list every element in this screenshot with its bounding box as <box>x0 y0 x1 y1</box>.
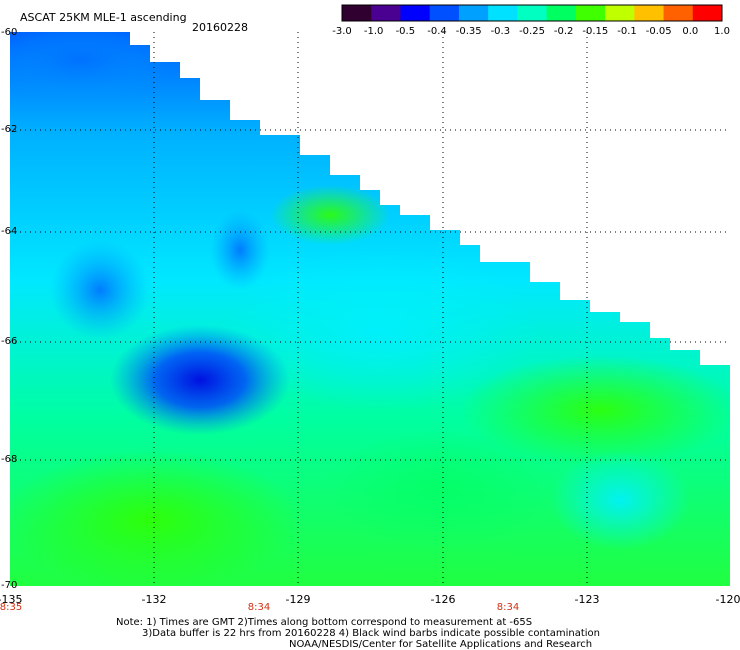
colorbar-tick-label: -3.0 <box>332 26 352 37</box>
y-tick: -68 <box>1 454 18 465</box>
colorbar-swatch <box>400 5 431 21</box>
colorbar <box>341 4 723 22</box>
time-label: 8:34 <box>247 602 271 613</box>
x-tick: -132 <box>141 593 167 606</box>
colorbar-swatch <box>575 5 606 21</box>
x-tick: -123 <box>574 593 600 606</box>
colorbar-tick-label: -0.25 <box>519 26 545 37</box>
footnote-line-2: 3)Data buffer is 22 hrs from 20160228 4)… <box>142 628 600 639</box>
x-tick: -129 <box>285 593 311 606</box>
colorbar-tick-label: -0.2 <box>553 26 574 37</box>
colorbar-swatch <box>692 5 723 21</box>
footnote-line-1: Note: 1) Times are GMT 2)Times along bot… <box>116 617 533 628</box>
colorbar-swatch <box>634 5 665 21</box>
colorbar-tick-label: -0.5 <box>395 26 416 37</box>
colorbar-swatch <box>488 5 518 21</box>
colorbar-swatch <box>371 5 401 21</box>
time-label: 8:34 <box>496 602 520 613</box>
colorbar-swatch <box>458 5 489 21</box>
y-tick: -60 <box>1 27 18 38</box>
y-tick: -70 <box>1 580 18 591</box>
x-tick: -126 <box>430 593 456 606</box>
y-tick: -62 <box>1 124 18 135</box>
footnote-line-3: NOAA/NESDIS/Center for Satellite Applica… <box>289 639 593 650</box>
colorbar-tick-label: 1.0 <box>714 26 730 37</box>
colorbar-swatch <box>663 5 694 21</box>
colorbar-swatch <box>605 5 635 21</box>
map-title: ASCAT 25KM MLE-1 ascending <box>20 11 187 24</box>
colorbar-swatch <box>342 5 372 21</box>
map-date: 20160228 <box>192 21 248 34</box>
colorbar-tick-label: -0.1 <box>617 26 637 37</box>
colorbar-tick-label: -0.3 <box>490 26 511 37</box>
colorbar-tick-label: -1.0 <box>363 26 384 37</box>
x-tick: -135 <box>0 593 23 606</box>
colorbar-tick-label: -0.05 <box>645 26 672 37</box>
colorbar-outline <box>341 4 723 22</box>
y-tick: -64 <box>1 226 18 237</box>
time-label: 8:35 <box>0 602 23 613</box>
colorbar-tick-label: -0.4 <box>427 26 447 37</box>
y-tick: -66 <box>1 336 18 347</box>
x-tick: -120 <box>715 593 740 606</box>
colorbar-tick-label: 0.0 <box>682 26 699 37</box>
colorbar-tick-label: -0.35 <box>455 26 482 37</box>
colorbar-swatch <box>517 5 548 21</box>
colorbar-swatch <box>429 5 460 21</box>
colorbar-swatch <box>546 5 577 21</box>
colorbar-tick-label: -0.15 <box>582 26 609 37</box>
